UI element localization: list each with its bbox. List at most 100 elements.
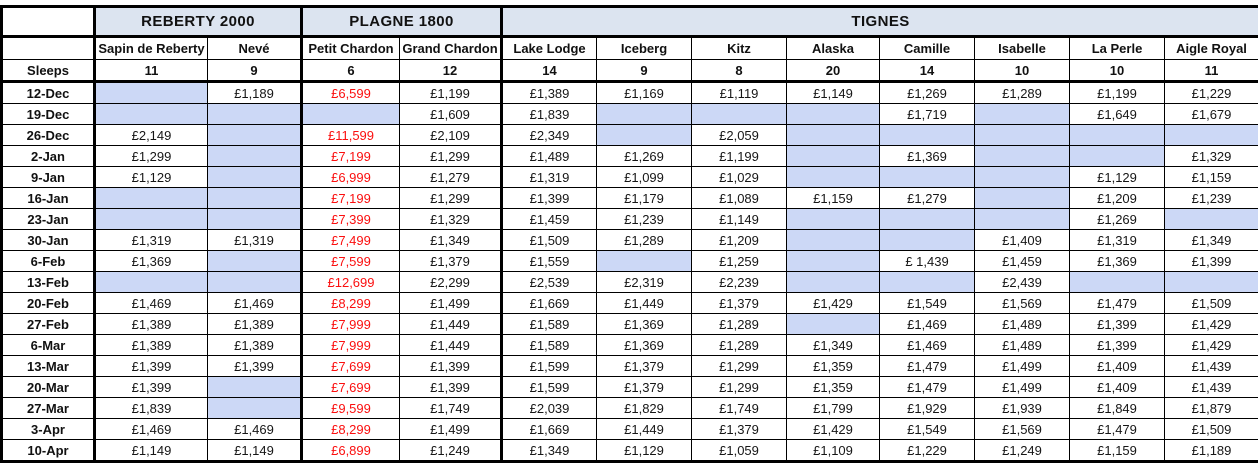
empty-highlight-cell (975, 125, 1070, 146)
price-cell: £1,169 (597, 82, 692, 104)
date-cell: 26-Dec (2, 125, 95, 146)
price-cell: £1,589 (502, 335, 597, 356)
price-cell: £2,319 (597, 272, 692, 293)
price-cell: £1,269 (1070, 209, 1165, 230)
table-row: 13-Feb£12,699£2,299£2,539£2,319£2,239£2,… (2, 272, 1258, 293)
price-cell: £1,469 (880, 314, 975, 335)
price-cell: £1,029 (692, 167, 787, 188)
price-cell: £11,599 (302, 125, 400, 146)
resort-header-reberty-2000: REBERTY 2000 (95, 7, 302, 37)
empty-highlight-cell (208, 272, 302, 293)
empty-highlight-cell (692, 104, 787, 125)
price-cell: £7,999 (302, 335, 400, 356)
price-cell: £1,499 (400, 293, 502, 314)
price-cell: £1,459 (975, 251, 1070, 272)
price-cell: £1,409 (1070, 356, 1165, 377)
empty-highlight-cell (208, 377, 302, 398)
sleeps-value: 10 (1070, 60, 1165, 82)
table-row: 23-Jan£7,399£1,329£1,459£1,239£1,149£1,2… (2, 209, 1258, 230)
price-cell: £1,409 (1070, 377, 1165, 398)
price-cell: £1,299 (400, 146, 502, 167)
empty-highlight-cell (975, 104, 1070, 125)
sleeps-value: 8 (692, 60, 787, 82)
price-cell: £2,539 (502, 272, 597, 293)
price-cell: £1,429 (1165, 314, 1258, 335)
price-cell: £1,389 (502, 82, 597, 104)
price-cell: £1,469 (208, 419, 302, 440)
price-cell: £1,719 (880, 104, 975, 125)
price-cell: £1,399 (208, 356, 302, 377)
price-cell: £1,939 (975, 398, 1070, 419)
price-cell: £2,239 (692, 272, 787, 293)
price-cell: £1,389 (95, 314, 208, 335)
price-cell: £1,399 (1070, 314, 1165, 335)
price-cell: £7,199 (302, 146, 400, 167)
price-cell: £1,399 (1070, 335, 1165, 356)
chalet-header-row: Sapin de Reberty Nevé Petit Chardon Gran… (2, 37, 1258, 60)
price-cell: £12,699 (302, 272, 400, 293)
price-cell: £1,599 (502, 356, 597, 377)
price-cell: £1,499 (975, 377, 1070, 398)
empty-highlight-cell (208, 104, 302, 125)
date-cell: 12-Dec (2, 82, 95, 104)
price-cell: £7,699 (302, 377, 400, 398)
chalet-header-iceberg: Iceberg (597, 37, 692, 60)
price-cell: £7,599 (302, 251, 400, 272)
price-cell: £1,499 (400, 419, 502, 440)
price-cell: £1,489 (975, 314, 1070, 335)
price-cell: £1,279 (400, 167, 502, 188)
price-cell: £1,399 (400, 377, 502, 398)
price-cell: £1,399 (400, 356, 502, 377)
date-cell: 19-Dec (2, 104, 95, 125)
table-row: 30-Jan£1,319£1,319£7,499£1,349£1,509£1,2… (2, 230, 1258, 251)
empty-highlight-cell (208, 251, 302, 272)
price-table-body: 12-Dec£1,189£6,599£1,199£1,389£1,169£1,1… (2, 82, 1258, 462)
price-cell: £1,449 (597, 293, 692, 314)
table-row: 6-Mar£1,389£1,389£7,999£1,449£1,589£1,36… (2, 335, 1258, 356)
price-cell: £1,369 (597, 314, 692, 335)
sleeps-value: 9 (597, 60, 692, 82)
price-cell: £2,299 (400, 272, 502, 293)
sleeps-value: 14 (502, 60, 597, 82)
price-cell: £8,299 (302, 293, 400, 314)
table-row: 16-Jan£7,199£1,299£1,399£1,179£1,089£1,1… (2, 188, 1258, 209)
chalet-header-aigle-royal: Aigle Royal (1165, 37, 1258, 60)
price-cell: £1,389 (208, 314, 302, 335)
empty-highlight-cell (208, 188, 302, 209)
chalet-header-neve: Nevé (208, 37, 302, 60)
corner-cell (2, 7, 95, 37)
chalet-header-lake-lodge: Lake Lodge (502, 37, 597, 60)
sleeps-value: 11 (1165, 60, 1258, 82)
price-cell: £1,269 (880, 82, 975, 104)
sleeps-value: 12 (400, 60, 502, 82)
price-cell: £1,459 (502, 209, 597, 230)
sleeps-value: 10 (975, 60, 1070, 82)
price-cell: £1,129 (1070, 167, 1165, 188)
price-cell: £1,099 (597, 167, 692, 188)
price-cell: £1,439 (1165, 356, 1258, 377)
empty-highlight-cell (787, 167, 880, 188)
empty-highlight-cell (880, 230, 975, 251)
price-cell: £1,229 (1165, 82, 1258, 104)
table-row: 13-Mar£1,399£1,399£7,699£1,399£1,599£1,3… (2, 356, 1258, 377)
date-cell: 23-Jan (2, 209, 95, 230)
chalet-header-isabelle: Isabelle (975, 37, 1070, 60)
price-cell: £1,829 (597, 398, 692, 419)
price-cell: £1,799 (787, 398, 880, 419)
price-cell: £1,319 (1070, 230, 1165, 251)
price-cell: £1,469 (95, 419, 208, 440)
empty-highlight-cell (1070, 272, 1165, 293)
price-cell: £1,199 (400, 82, 502, 104)
price-cell: £1,389 (95, 335, 208, 356)
price-cell: £1,329 (1165, 146, 1258, 167)
price-cell: £1,489 (975, 335, 1070, 356)
date-cell: 6-Feb (2, 251, 95, 272)
price-cell: £1,469 (95, 293, 208, 314)
sleeps-value: 20 (787, 60, 880, 82)
table-row: 26-Dec£2,149£11,599£2,109£2,349£2,059 (2, 125, 1258, 146)
table-row: 20-Feb£1,469£1,469£8,299£1,499£1,669£1,4… (2, 293, 1258, 314)
empty-highlight-cell (208, 398, 302, 419)
price-cell: £1,399 (502, 188, 597, 209)
price-cell: £1,289 (692, 314, 787, 335)
price-cell: £1,749 (400, 398, 502, 419)
